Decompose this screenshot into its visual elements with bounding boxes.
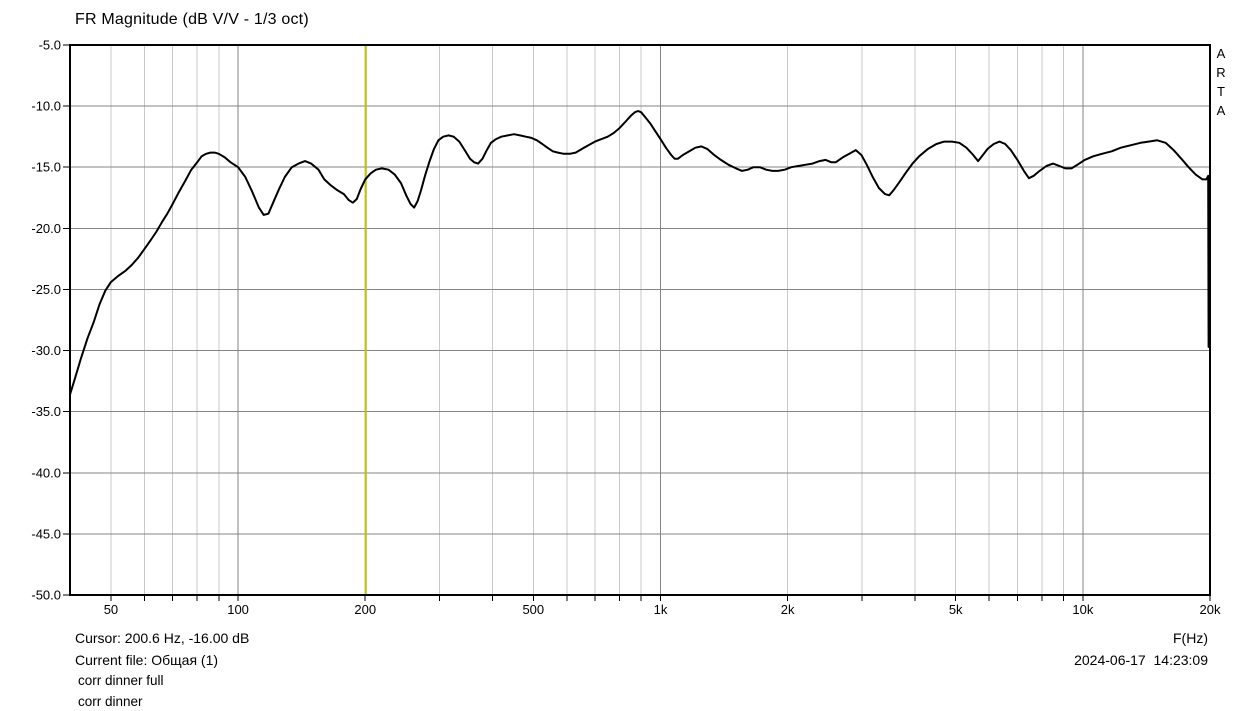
x-axis-tick-label: 100 [227, 602, 249, 617]
fr-magnitude-curve [69, 110, 1210, 396]
x-axis-tick-label: 10k [1072, 602, 1093, 617]
cursor-readout: Cursor: 200.6 Hz, -16.00 dB [75, 630, 250, 646]
y-axis-tick-label: -35.0 [31, 404, 61, 419]
y-axis-tick-label: -45.0 [31, 526, 61, 541]
current-file-label: Current file: Общая (1) [75, 652, 219, 668]
x-axis-tick-label: 200 [354, 602, 376, 617]
y-axis-tick-label: -50.0 [31, 588, 61, 603]
plot-border [69, 44, 1211, 596]
x-axis-tick-label: 50 [104, 602, 118, 617]
y-axis-tick-label: -15.0 [31, 160, 61, 175]
x-axis-tick-label: 500 [522, 602, 544, 617]
x-axis-tick-label: 1k [654, 602, 668, 617]
y-axis-tick-label: -25.0 [31, 282, 61, 297]
overlay-label-1: corr dinner full [78, 673, 164, 688]
arta-watermark: A R T A [1216, 46, 1226, 118]
x-axis-tick-label: 5k [949, 602, 963, 617]
y-axis-tick-label: -20.0 [31, 221, 61, 236]
overlay-label-2: corr dinner [78, 694, 143, 709]
y-axis-tick-label: -5.0 [39, 38, 61, 53]
x-axis-unit-label: F(Hz) [1173, 630, 1208, 646]
y-axis-tick-label: -30.0 [31, 343, 61, 358]
datetime-stamp: 2024-06-17 14:23:09 [1074, 652, 1208, 668]
x-axis-tick-label: 20k [1200, 602, 1221, 617]
chart-title: FR Magnitude (dB V/V - 1/3 oct) [75, 11, 309, 28]
y-axis-tick-label: -10.0 [31, 99, 61, 114]
y-axis-tick-label: -40.0 [31, 465, 61, 480]
x-axis-tick-label: 2k [781, 602, 795, 617]
